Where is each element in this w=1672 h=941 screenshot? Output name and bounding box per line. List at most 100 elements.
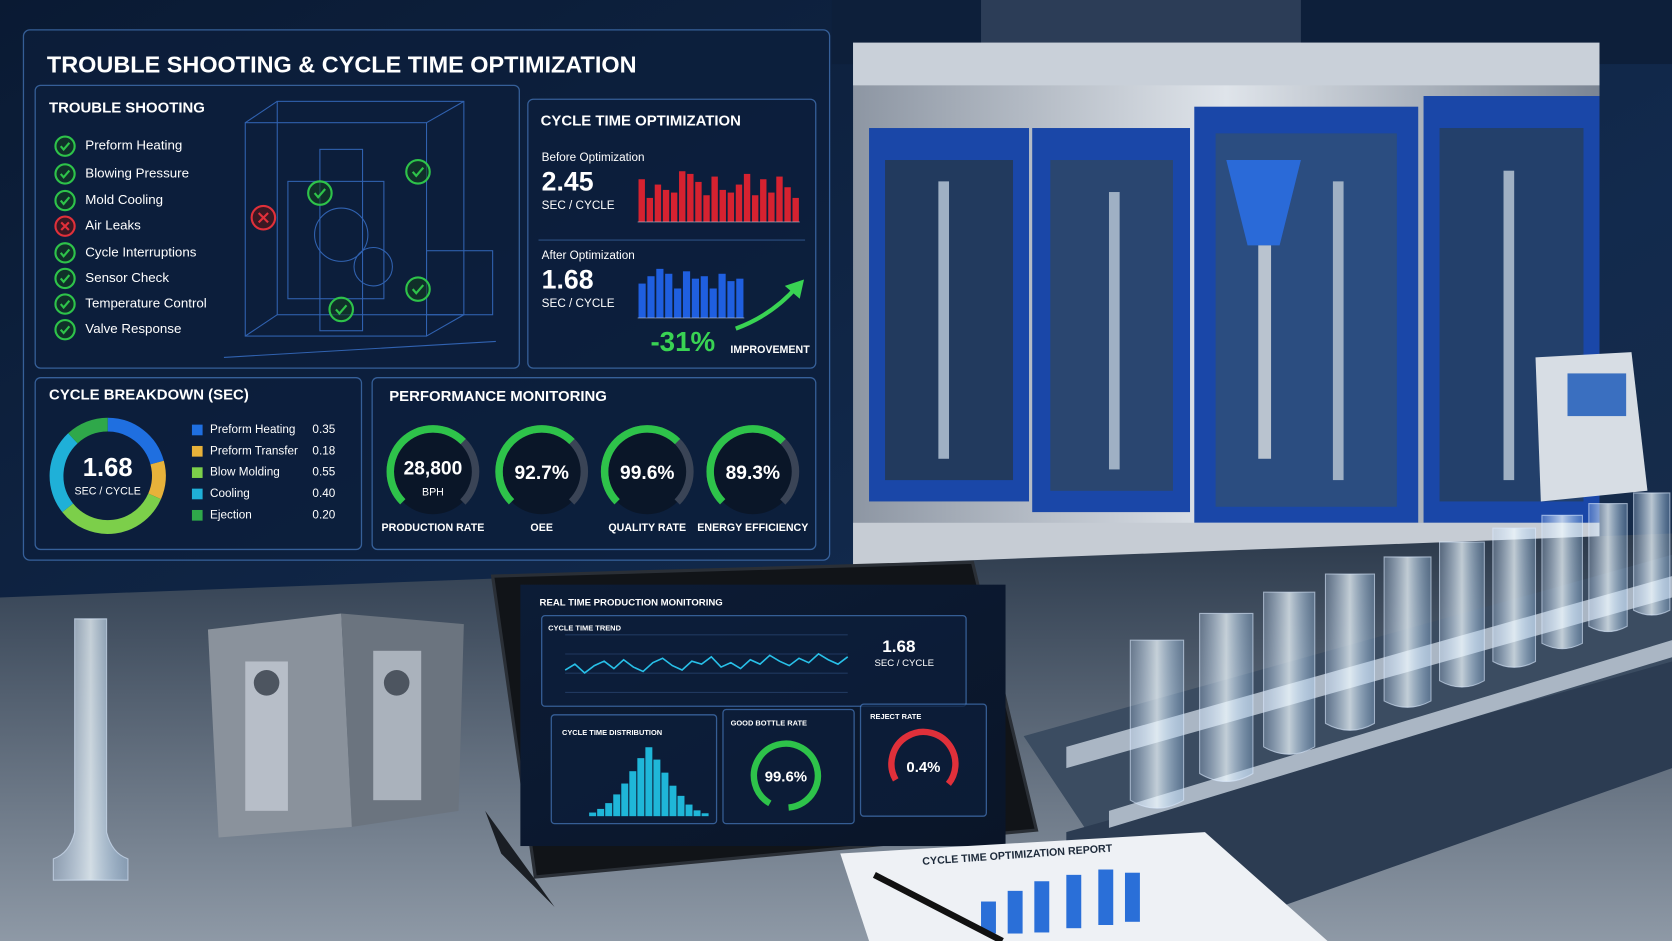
check-mark — [411, 166, 425, 178]
panel-title: TROUBLE SHOOTING — [49, 100, 205, 117]
legend-swatch — [191, 424, 203, 436]
check-mark — [59, 142, 71, 152]
bar — [711, 176, 718, 222]
legend-value: 0.18 — [312, 444, 335, 457]
legend-value: 0.40 — [312, 487, 335, 500]
after-unit: SEC / CYCLE — [542, 297, 615, 310]
gauge-label: PRODUCTION RATE — [382, 522, 485, 534]
donut-segment — [49, 433, 78, 513]
bar — [776, 176, 783, 222]
histogram-bar — [677, 795, 685, 817]
histogram-bar — [605, 803, 613, 817]
gauge-unit: BPH — [422, 487, 444, 499]
check-icon — [54, 242, 76, 264]
bar — [768, 192, 775, 222]
trouble-item: Mold Cooling — [85, 192, 163, 207]
legend-label: Blow Molding — [210, 466, 280, 479]
improvement-value: -31% — [650, 326, 715, 357]
legend-value: 0.35 — [312, 423, 335, 436]
before-unit: SEC / CYCLE — [542, 199, 615, 212]
donut-segment — [68, 417, 109, 444]
gauge-label: ENERGY EFFICIENCY — [697, 522, 808, 534]
donut-center-unit: SEC / CYCLE — [75, 486, 141, 498]
tablet-stand — [485, 810, 555, 907]
bar — [700, 276, 708, 318]
mold-block — [207, 613, 464, 838]
check-icon — [54, 189, 76, 212]
trouble-item: Preform Heating — [85, 138, 182, 153]
check-icon — [328, 296, 355, 323]
cross-mark — [60, 221, 70, 231]
after-value: 1.68 — [542, 265, 594, 295]
check-mark — [59, 325, 71, 335]
histogram-bar — [621, 783, 629, 817]
bar — [691, 278, 700, 318]
check-icon — [54, 135, 76, 157]
cycle-time-panel — [527, 98, 817, 369]
histogram-bar — [693, 810, 701, 817]
gauge-arc — [600, 425, 694, 518]
histogram-bar — [597, 808, 605, 817]
bar — [760, 179, 767, 222]
gauge-arc — [706, 425, 800, 518]
arrow-head — [784, 279, 805, 299]
cross-mark — [257, 212, 269, 224]
histogram-bar — [645, 747, 653, 817]
histogram-bar — [701, 813, 709, 817]
trouble-item: Blowing Pressure — [85, 165, 189, 180]
bar — [735, 184, 743, 222]
bar — [792, 197, 799, 222]
dashboard-title: TROUBLE SHOOTING & CYCLE TIME OPTIMIZATI… — [47, 51, 637, 77]
histogram-bar — [613, 794, 621, 817]
donut-segment — [148, 460, 166, 500]
bar — [670, 192, 678, 222]
distribution-title: CYCLE TIME DISTRIBUTION — [562, 728, 662, 737]
panel-title: PERFORMANCE MONITORING — [389, 388, 607, 405]
check-icon — [405, 276, 431, 302]
panel-title: CYCLE TIME OPTIMIZATION — [541, 113, 741, 130]
check-mark — [59, 274, 71, 284]
check-mark — [59, 196, 71, 206]
bar — [784, 187, 791, 222]
tablet-title: REAL TIME PRODUCTION MONITORING — [540, 597, 723, 608]
check-mark — [59, 169, 71, 179]
panel-title: CYCLE BREAKDOWN (SEC) — [49, 387, 249, 404]
good-rate-panel — [722, 708, 855, 825]
gauge-label: OEE — [530, 522, 553, 534]
donut-segment — [62, 493, 161, 534]
check-icon — [405, 158, 431, 185]
reject-rate-value: 0.4% — [906, 759, 940, 776]
bar — [709, 288, 717, 318]
bar — [719, 189, 726, 222]
histogram-bar — [669, 785, 677, 817]
legend-value: 0.55 — [312, 466, 335, 479]
histogram-bar — [653, 759, 661, 817]
check-mark — [411, 284, 425, 295]
histogram-bar — [685, 804, 693, 817]
bar — [638, 283, 646, 318]
histogram-bar — [589, 812, 597, 817]
check-icon — [54, 267, 76, 290]
before-value: 2.45 — [542, 167, 594, 197]
histogram-bar — [629, 771, 637, 817]
bar — [647, 276, 655, 318]
legend-value: 0.20 — [312, 508, 335, 521]
legend-swatch — [191, 445, 203, 457]
bar — [751, 195, 759, 222]
histogram-bar — [637, 758, 645, 817]
check-mark — [59, 248, 71, 258]
legend-label: Ejection — [210, 508, 252, 521]
bar — [674, 288, 682, 318]
check-mark — [335, 304, 348, 316]
improvement-label: IMPROVEMENT — [730, 344, 810, 356]
bar — [662, 189, 670, 222]
bar — [727, 281, 735, 318]
donut-segment — [107, 417, 164, 465]
trouble-item: Cycle Interruptions — [85, 244, 196, 259]
after-label: After Optimization — [542, 249, 635, 262]
reject-rate-title: REJECT RATE — [870, 712, 921, 721]
